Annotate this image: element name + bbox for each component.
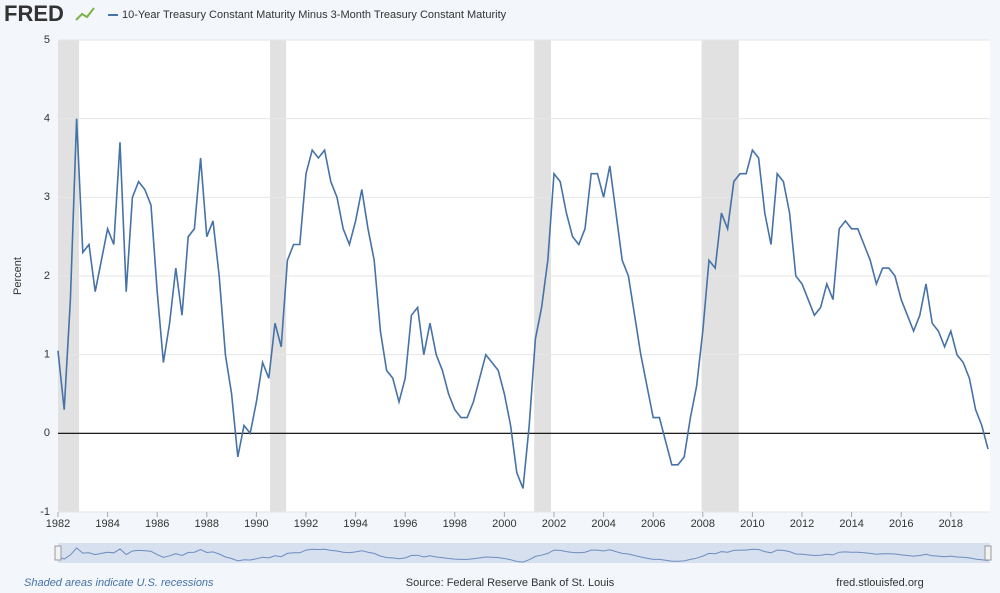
y-tick-label: 4 xyxy=(44,113,50,125)
x-tick-label: 1998 xyxy=(443,518,467,530)
x-tick-label: 2006 xyxy=(641,518,665,530)
x-tick-label: 2008 xyxy=(691,518,715,530)
x-tick-label: 1986 xyxy=(145,518,169,530)
x-tick-label: 2012 xyxy=(790,518,814,530)
logo: FRED xyxy=(4,1,64,26)
navigator xyxy=(58,543,990,563)
footer-site: fred.stlouisfed.org xyxy=(836,577,923,589)
x-tick-label: 2018 xyxy=(939,518,963,530)
x-tick-label: 1988 xyxy=(195,518,219,530)
footer-source: Source: Federal Reserve Bank of St. Loui… xyxy=(406,577,615,589)
navigator-line xyxy=(57,547,989,563)
navigator-handle xyxy=(984,545,992,561)
x-tick-label: 1992 xyxy=(294,518,318,530)
y-tick-label: 3 xyxy=(44,191,50,203)
x-tick-label: 1984 xyxy=(95,518,119,530)
series-line xyxy=(57,118,989,489)
y-tick-label: 0 xyxy=(44,427,50,439)
navigator-handle xyxy=(54,545,62,561)
y-tick-label: 5 xyxy=(44,34,50,46)
y-tick-label: 1 xyxy=(44,349,50,361)
logo-icon xyxy=(75,7,95,21)
x-tick-label: 2010 xyxy=(740,518,764,530)
x-tick-label: 2000 xyxy=(492,518,516,530)
x-tick-label: 1994 xyxy=(343,518,367,530)
x-tick-label: 1982 xyxy=(46,518,70,530)
x-tick-label: 2016 xyxy=(889,518,913,530)
x-tick-label: 1996 xyxy=(393,518,417,530)
x-tick-label: 1990 xyxy=(244,518,268,530)
footer-note: Shaded areas indicate U.S. recessions xyxy=(24,577,214,589)
x-tick-label: 2002 xyxy=(542,518,566,530)
x-tick-label: 2004 xyxy=(591,518,615,530)
legend-label: 10-Year Treasury Constant Maturity Minus… xyxy=(122,9,507,21)
y-axis-label: Percent xyxy=(12,257,24,295)
y-tick-label: -1 xyxy=(40,506,50,518)
x-tick-label: 2014 xyxy=(839,518,863,530)
y-tick-label: 2 xyxy=(44,270,50,282)
